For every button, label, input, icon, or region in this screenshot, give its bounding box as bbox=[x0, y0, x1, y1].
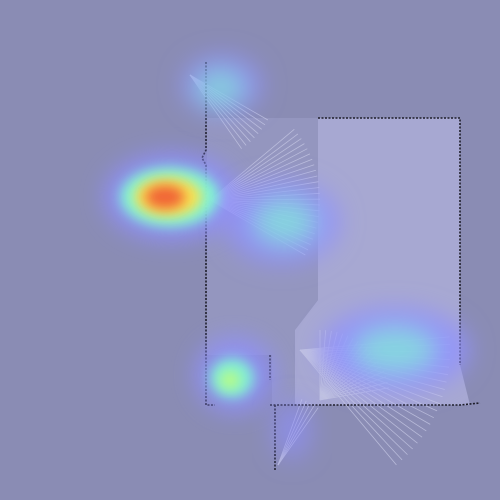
heat-north-corridor bbox=[182, 55, 262, 115]
scan-ray bbox=[299, 349, 418, 444]
scan-ray bbox=[299, 349, 408, 455]
heat-room-center bbox=[224, 180, 340, 264]
heat-south-corridor bbox=[272, 400, 312, 460]
scan-ray bbox=[299, 349, 413, 450]
wall-west bbox=[201, 62, 215, 406]
heat-south-east-room bbox=[320, 308, 470, 392]
attention-heatmap bbox=[104, 55, 470, 460]
scan-ray bbox=[299, 349, 427, 432]
heat-south-west-corner bbox=[195, 337, 275, 413]
wall-south bbox=[270, 402, 481, 406]
scan-ray bbox=[299, 349, 397, 466]
heat-west-doorway bbox=[104, 153, 240, 241]
wall-north-room bbox=[318, 117, 461, 365]
